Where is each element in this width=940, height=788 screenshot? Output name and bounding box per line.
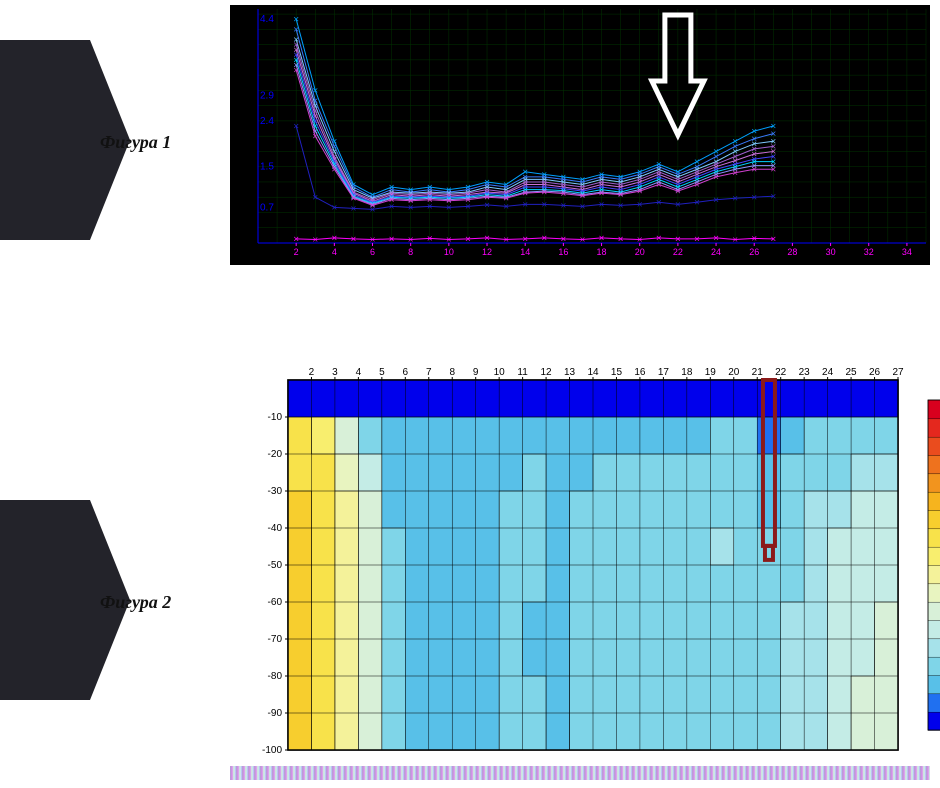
svg-text:7: 7 <box>426 367 432 378</box>
svg-text:5: 5 <box>379 367 385 378</box>
svg-text:20: 20 <box>728 367 740 378</box>
svg-text:-100: -100 <box>262 745 282 756</box>
page: { "labels":{"fig1":"Фигура 1","fig2":"Фи… <box>0 0 940 788</box>
fig2-label: Фигура 2 <box>100 592 171 613</box>
svg-text:28: 28 <box>787 247 797 257</box>
svg-text:3: 3 <box>332 367 338 378</box>
svg-text:2: 2 <box>309 367 315 378</box>
fig2-heatmap: 2345678910111213141516171819202122232425… <box>240 360 940 760</box>
svg-text:13: 13 <box>564 367 576 378</box>
svg-text:10: 10 <box>444 247 454 257</box>
chevron-fig1 <box>0 40 90 240</box>
svg-text:12: 12 <box>482 247 492 257</box>
svg-text:9: 9 <box>473 367 479 378</box>
svg-text:-60: -60 <box>268 597 283 608</box>
svg-text:-50: -50 <box>268 560 283 571</box>
svg-text:8: 8 <box>408 247 413 257</box>
svg-text:11: 11 <box>517 367 528 378</box>
svg-text:19: 19 <box>705 367 717 378</box>
svg-text:17: 17 <box>658 367 670 378</box>
svg-text:12: 12 <box>541 367 553 378</box>
svg-text:10: 10 <box>494 367 506 378</box>
svg-text:25: 25 <box>846 367 858 378</box>
svg-text:-40: -40 <box>268 523 283 534</box>
svg-text:2.9: 2.9 <box>260 90 274 101</box>
svg-text:0.7: 0.7 <box>260 202 274 213</box>
svg-text:24: 24 <box>711 247 721 257</box>
svg-text:1.5: 1.5 <box>260 162 274 173</box>
svg-text:15: 15 <box>611 367 623 378</box>
svg-text:2.4: 2.4 <box>260 116 274 127</box>
svg-text:-30: -30 <box>268 486 283 497</box>
svg-text:27: 27 <box>892 367 904 378</box>
chevron-fig2 <box>0 500 90 700</box>
footer-strip <box>230 766 930 780</box>
svg-text:22: 22 <box>673 247 683 257</box>
svg-text:23: 23 <box>799 367 811 378</box>
svg-text:26: 26 <box>869 367 881 378</box>
svg-text:14: 14 <box>520 247 530 257</box>
svg-text:-70: -70 <box>268 634 283 645</box>
svg-text:32: 32 <box>864 247 874 257</box>
svg-text:14: 14 <box>587 367 599 378</box>
svg-text:22: 22 <box>775 367 787 378</box>
svg-text:24: 24 <box>822 367 834 378</box>
fig1-label: Фигура 1 <box>100 132 171 153</box>
svg-text:2: 2 <box>294 247 299 257</box>
svg-text:4.4: 4.4 <box>260 14 274 25</box>
svg-text:34: 34 <box>902 247 912 257</box>
svg-text:-10: -10 <box>268 412 283 423</box>
svg-text:6: 6 <box>370 247 375 257</box>
svg-text:21: 21 <box>752 367 764 378</box>
svg-text:30: 30 <box>826 247 836 257</box>
svg-text:16: 16 <box>634 367 646 378</box>
svg-text:18: 18 <box>597 247 607 257</box>
svg-text:26: 26 <box>749 247 759 257</box>
svg-text:4: 4 <box>356 367 362 378</box>
svg-text:-20: -20 <box>268 449 283 460</box>
svg-text:6: 6 <box>403 367 409 378</box>
svg-text:20: 20 <box>635 247 645 257</box>
svg-text:-90: -90 <box>268 708 283 719</box>
svg-text:8: 8 <box>449 367 455 378</box>
svg-text:16: 16 <box>558 247 568 257</box>
svg-text:4: 4 <box>332 247 337 257</box>
svg-text:-80: -80 <box>268 671 283 682</box>
svg-text:18: 18 <box>681 367 693 378</box>
fig1-linechart: 0.71.52.42.94.42468101214161820222426283… <box>230 5 930 265</box>
